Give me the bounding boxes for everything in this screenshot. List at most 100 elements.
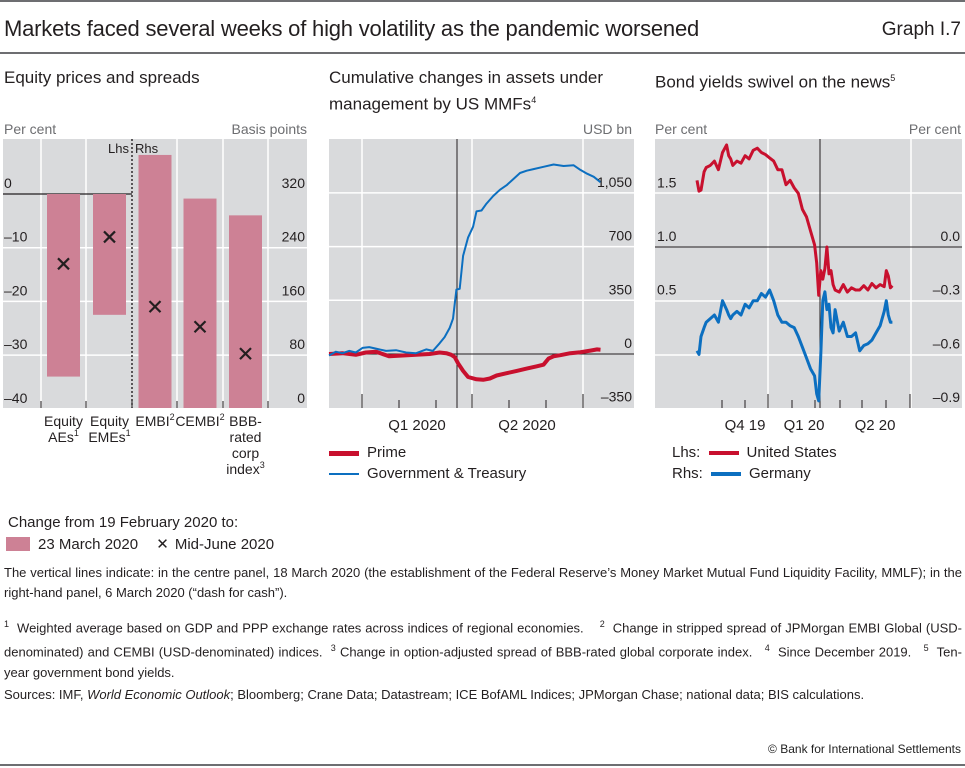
fn4-num: 4 bbox=[764, 643, 770, 654]
copyright: © Bank for International Settlements bbox=[768, 742, 961, 756]
fn1-num: 1 bbox=[4, 619, 10, 629]
category-label: Equity bbox=[90, 413, 129, 429]
category-label: EMEs1 bbox=[88, 428, 130, 445]
ytick-left: –10 bbox=[4, 229, 28, 245]
ytick-right: 160 bbox=[282, 282, 306, 298]
xtick-label: Q1 20 bbox=[784, 417, 825, 434]
ytick-right: –350 bbox=[601, 389, 632, 405]
ytick-left: –20 bbox=[4, 282, 28, 298]
fn3-text: Change in option-adjusted spread of BBB-… bbox=[339, 644, 753, 660]
legend-swatch-prime bbox=[329, 450, 359, 456]
series-line-government-treasury bbox=[328, 163, 602, 357]
legend-swatch-govt bbox=[329, 473, 359, 476]
equity-spreads-chart: Lhs Rhs0–10–20–30–40320240160800EquityAEs… bbox=[3, 139, 307, 477]
category-footnote: 1 bbox=[126, 428, 131, 438]
category-label: BBB- bbox=[229, 413, 262, 429]
footnotes: 1 Weighted average based on GDP and PPP … bbox=[4, 614, 962, 683]
legend-label-march: 23 March 2020 bbox=[38, 536, 139, 553]
legend-label-prime: Prime bbox=[367, 444, 407, 461]
bar-0 bbox=[47, 194, 80, 377]
category-footnote: 2 bbox=[220, 412, 225, 422]
legend-label-de: Germany bbox=[749, 465, 811, 482]
legend-heading: Change from 19 February 2020 to: bbox=[8, 514, 239, 531]
category-footnote: 1 bbox=[74, 428, 79, 438]
legend-germany: Rhs: Germany bbox=[672, 465, 811, 482]
category-label: AEs1 bbox=[48, 428, 79, 445]
ytick-right: –0.3 bbox=[933, 282, 960, 298]
plot-background bbox=[329, 139, 634, 408]
legend-label-us: United States bbox=[746, 444, 837, 461]
category-label: EMBI2 bbox=[135, 412, 174, 429]
fn5-num: 5 bbox=[923, 643, 929, 654]
legend-swatch-us bbox=[708, 451, 739, 456]
bar-3 bbox=[183, 198, 217, 408]
x-marker-4 bbox=[239, 347, 252, 360]
x-marker-3 bbox=[193, 320, 207, 334]
lhs-marker: Lhs bbox=[108, 141, 129, 156]
title-rule bbox=[0, 52, 965, 54]
xtick-label: Q2 20 bbox=[855, 417, 896, 434]
fn3-num: 3 bbox=[330, 643, 336, 654]
panel-centre-title-line2: management by US MMFs bbox=[329, 94, 532, 114]
right-panel-left-unit: Per cent bbox=[655, 121, 708, 137]
ytick-left: –40 bbox=[4, 390, 28, 406]
ytick-right: –0.9 bbox=[933, 389, 960, 405]
xtick-label: Q4 19 bbox=[725, 417, 766, 434]
charts-canvas: Lhs Rhs 0 –10 –20 –30 –40 3 2 0 240 160 80 0 Equity AEs… bbox=[3, 139, 962, 477]
sources: Sources: IMF, World Economic Outlook; Bl… bbox=[4, 685, 962, 705]
panel-left-title: Equity prices and spreads bbox=[4, 68, 200, 87]
panel-right-title: Bond yields swivel on the news5 bbox=[655, 67, 895, 94]
centre-axis-unit: USD bn bbox=[582, 121, 632, 137]
fn1-text: Weighted average based on GDP and PPP ex… bbox=[17, 620, 584, 636]
left-axis-unit: Per cent bbox=[4, 121, 57, 137]
panel-centre-title: Cumulative changes in assets under manag… bbox=[329, 67, 603, 116]
fn4-text: Since December 2019. bbox=[778, 644, 912, 660]
ytick-left: 1.5 bbox=[657, 174, 677, 190]
legend-united-states: Lhs: United States bbox=[672, 444, 837, 461]
ytick-left: 1.0 bbox=[657, 228, 677, 244]
ytick-right: 80 bbox=[289, 336, 305, 352]
xtick-label: Q2 2020 bbox=[498, 417, 556, 434]
legend-prefix-rhs: Rhs: bbox=[672, 465, 703, 482]
bar-1 bbox=[93, 194, 126, 315]
legend-prefix-lhs: Lhs: bbox=[672, 444, 701, 461]
rhs-marker: Rhs bbox=[135, 141, 159, 156]
x-marker-1 bbox=[103, 230, 116, 244]
fn2-text: Change in stripped spread of JPMorgan EM… bbox=[4, 620, 962, 660]
legend-swatch-de bbox=[711, 472, 742, 477]
bond-yields-chart: 1.5 1.0 0.5 0.0 –0.3 –0.6 –0.9 Q4 19 Q1 20 Q2 20 bbox=[655, 139, 962, 434]
ytick-left: –30 bbox=[4, 336, 28, 352]
ytick-right: 240 bbox=[282, 229, 306, 245]
mmf-assets-chart: 1,050 700 350 0 –350 Q1 2020 Q2 2020 bbox=[328, 139, 634, 434]
series-line-prime bbox=[328, 347, 601, 382]
legend-label-june: Mid-June 2020 bbox=[174, 536, 275, 553]
legend-item-march: 23 March 2020 ✕ Mid-June 2020 bbox=[6, 535, 274, 553]
right-panel-right-unit: Per cent bbox=[908, 121, 961, 137]
ytick-right: 350 bbox=[609, 281, 633, 297]
bar-2 bbox=[138, 154, 172, 408]
x-marker-0 bbox=[57, 257, 70, 271]
x-marker-2 bbox=[148, 300, 162, 313]
ytick-right: –0.6 bbox=[933, 335, 960, 351]
legend-govt-treasury: Government & Treasury bbox=[329, 465, 526, 482]
ytick-right: 1,050 bbox=[597, 174, 632, 190]
xtick-label: Q1 2020 bbox=[388, 417, 446, 434]
bottom-rule bbox=[0, 764, 965, 766]
footnote-ref-4: 4 bbox=[531, 95, 537, 105]
sources-italic: World Economic Outlook bbox=[87, 687, 231, 702]
panel-right-title-text: Bond yields swivel on the news bbox=[655, 72, 891, 92]
series-line-united-states bbox=[695, 143, 894, 297]
sources-rest: ; Bloomberg; Crane Data; Datastream; ICE… bbox=[230, 687, 865, 702]
category-footnote: 3 bbox=[260, 460, 265, 470]
page-title: Markets faced several weeks of high vola… bbox=[4, 16, 700, 41]
category-footnote: 2 bbox=[170, 412, 175, 422]
ytick-left: 0 bbox=[4, 175, 12, 191]
legend-swatch-pink bbox=[6, 537, 30, 551]
category-label: rated bbox=[230, 429, 262, 445]
ytick-right: 0 bbox=[624, 335, 632, 351]
series-line-germany bbox=[695, 288, 893, 403]
vertical-lines-note: The vertical lines indicate: in the cent… bbox=[4, 565, 962, 600]
right-axis-unit: Basis points bbox=[231, 121, 307, 137]
legend-label-govt: Government & Treasury bbox=[367, 465, 527, 482]
ytick-right: 0 bbox=[297, 390, 305, 406]
